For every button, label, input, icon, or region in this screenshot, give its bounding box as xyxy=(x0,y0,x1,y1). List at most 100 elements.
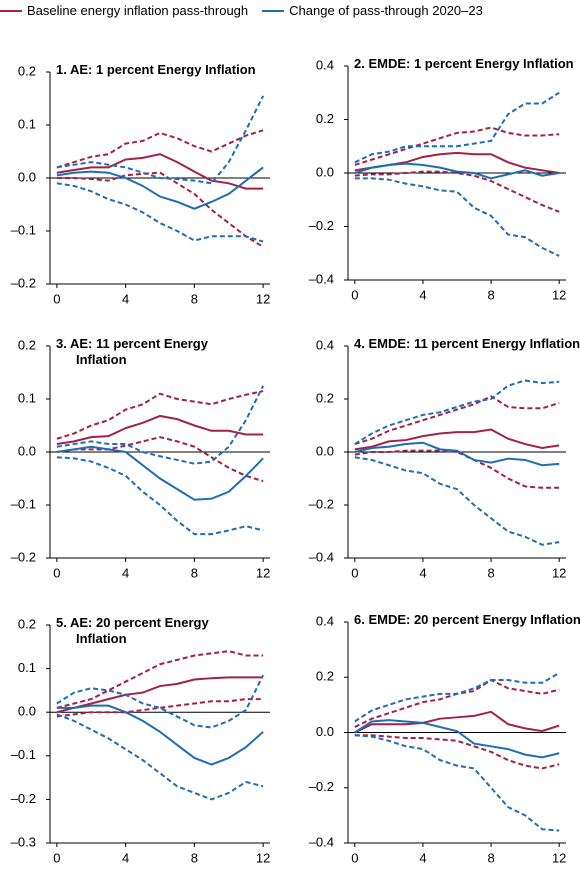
legend-label: Change of pass-through 2020–23 xyxy=(289,3,483,18)
band-line xyxy=(354,734,560,770)
panel-title: 2. EMDE: 1 percent Energy Inflation xyxy=(354,56,574,71)
series-line xyxy=(354,441,560,467)
band-line xyxy=(56,182,264,243)
x-tick-label: 12 xyxy=(552,565,566,580)
x-tick-label: 0 xyxy=(53,291,60,306)
series-line xyxy=(354,710,560,734)
y-tick-label: –0.1 xyxy=(11,747,36,762)
x-tick-label: 4 xyxy=(419,850,426,865)
x-tick-label: 0 xyxy=(351,565,358,580)
x-tick-label: 12 xyxy=(552,850,566,865)
band-line xyxy=(354,672,560,723)
series-line xyxy=(56,166,264,210)
x-tick-label: 8 xyxy=(191,291,198,306)
band-line xyxy=(56,713,264,801)
x-tick-label: 8 xyxy=(487,287,494,302)
band-line xyxy=(56,456,264,536)
band-line xyxy=(56,650,264,709)
legend-swatch xyxy=(262,9,285,12)
series-line xyxy=(354,162,560,180)
series-line xyxy=(354,151,560,174)
y-tick-label: –0.2 xyxy=(309,218,334,233)
x-tick-label: 12 xyxy=(256,565,270,580)
y-tick-label: 0.2 xyxy=(316,111,334,126)
band-line xyxy=(56,171,264,248)
panel-title: 5. AE: 20 percent Energy Inflation xyxy=(56,615,209,646)
band-line xyxy=(354,91,560,164)
y-tick-label: 0.4 xyxy=(316,337,334,352)
y-tick-label: –0.3 xyxy=(11,834,36,849)
series-line xyxy=(56,704,264,766)
x-tick-label: 4 xyxy=(122,291,129,306)
band-line xyxy=(354,379,560,445)
x-tick-label: 12 xyxy=(256,291,270,306)
series-line xyxy=(354,428,560,451)
x-tick-label: 4 xyxy=(122,565,129,580)
band-line xyxy=(56,129,264,169)
y-tick-label: –0.4 xyxy=(309,549,334,564)
y-tick-label: 0.2 xyxy=(18,616,36,631)
panel-title: 1. AE: 1 percent Energy Inflation xyxy=(56,62,256,77)
panel-title: 6. EMDE: 20 percent Energy Inflation xyxy=(354,612,580,627)
band-line xyxy=(354,170,560,213)
band-line xyxy=(354,177,560,257)
y-tick-label: 0.2 xyxy=(18,63,36,78)
y-tick-label: 0.2 xyxy=(18,337,36,352)
y-tick-label: 0.2 xyxy=(316,669,334,684)
band-line xyxy=(56,436,264,483)
legend-swatch xyxy=(0,9,22,12)
x-tick-label: 4 xyxy=(419,287,426,302)
y-tick-label: –0.2 xyxy=(309,779,334,794)
y-tick-label: 0.1 xyxy=(18,116,36,131)
series-line xyxy=(354,719,560,759)
x-tick-label: 8 xyxy=(191,850,198,865)
x-tick-label: 0 xyxy=(53,565,60,580)
x-tick-label: 4 xyxy=(419,565,426,580)
y-tick-label: –0.4 xyxy=(309,834,334,849)
y-tick-label: 0.0 xyxy=(18,169,36,184)
band-line xyxy=(56,385,265,465)
band-line xyxy=(56,674,265,729)
series-line xyxy=(56,414,264,446)
y-tick-label: –0.2 xyxy=(11,791,36,806)
y-tick-label: 0.1 xyxy=(18,660,36,675)
band-line xyxy=(354,456,560,546)
y-tick-label: 0.0 xyxy=(316,164,334,179)
x-tick-label: 8 xyxy=(487,850,494,865)
panel-title: 3. AE: 11 percent Energy Inflation xyxy=(56,336,208,367)
y-tick-label: 0.4 xyxy=(316,57,334,72)
panel-title: 4. EMDE: 11 percent Energy Inflation xyxy=(354,336,580,351)
x-tick-label: 0 xyxy=(53,850,60,865)
band-line xyxy=(56,698,264,718)
y-tick-label: –0.4 xyxy=(309,271,334,286)
x-tick-label: 8 xyxy=(487,565,494,580)
y-tick-label: –0.2 xyxy=(11,549,36,564)
y-tick-label: 0.0 xyxy=(316,443,334,458)
band-line xyxy=(56,95,265,185)
series-line xyxy=(56,445,264,501)
x-tick-label: 12 xyxy=(256,850,270,865)
y-tick-label: –0.2 xyxy=(309,496,334,511)
x-tick-label: 0 xyxy=(351,287,358,302)
y-tick-label: 0.0 xyxy=(18,704,36,719)
legend-label: Baseline energy inflation pass-through xyxy=(27,3,249,18)
band-line xyxy=(354,449,560,489)
x-tick-label: 4 xyxy=(122,850,129,865)
y-tick-label: 0.2 xyxy=(316,390,334,405)
y-tick-label: 0.0 xyxy=(18,443,36,458)
series-line xyxy=(56,153,264,190)
y-tick-label: 0.0 xyxy=(316,724,334,739)
y-tick-label: 0.1 xyxy=(18,390,36,405)
y-tick-label: –0.2 xyxy=(11,275,36,290)
y-tick-label: 0.4 xyxy=(316,613,334,628)
x-tick-label: 0 xyxy=(351,850,358,865)
band-line xyxy=(354,734,560,832)
y-tick-label: –0.1 xyxy=(11,496,36,511)
x-tick-label: 8 xyxy=(191,565,198,580)
band-line xyxy=(56,390,264,440)
legend: Baseline energy inflation pass-through C… xyxy=(0,3,483,18)
series-line xyxy=(56,676,264,714)
band-line xyxy=(354,395,560,446)
